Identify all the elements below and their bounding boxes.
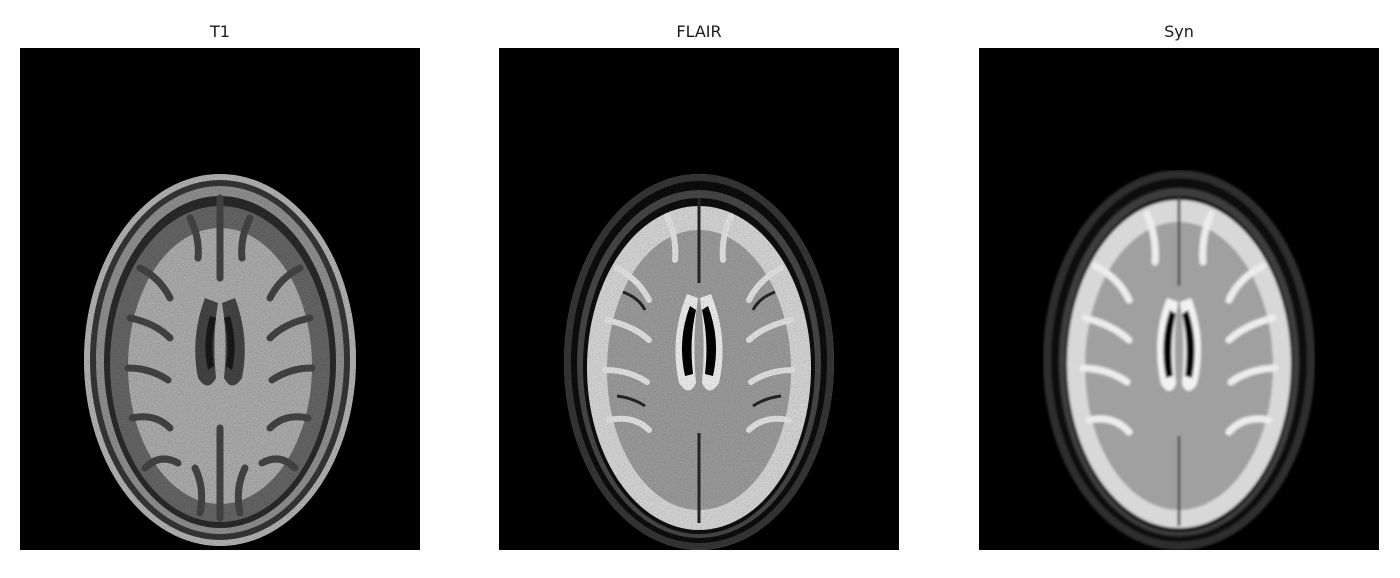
panel-title: T1 (210, 22, 230, 41)
panel-title: FLAIR (676, 22, 722, 41)
t1-brain-scan-image (20, 48, 420, 550)
syn-brain-scan-image (979, 48, 1379, 550)
panel-title: Syn (1164, 22, 1194, 41)
panel-t1: T1 (20, 0, 420, 578)
flair-brain-scan-image (499, 48, 899, 550)
panel-flair: FLAIR (499, 0, 899, 578)
panel-syn: Syn (979, 0, 1379, 578)
